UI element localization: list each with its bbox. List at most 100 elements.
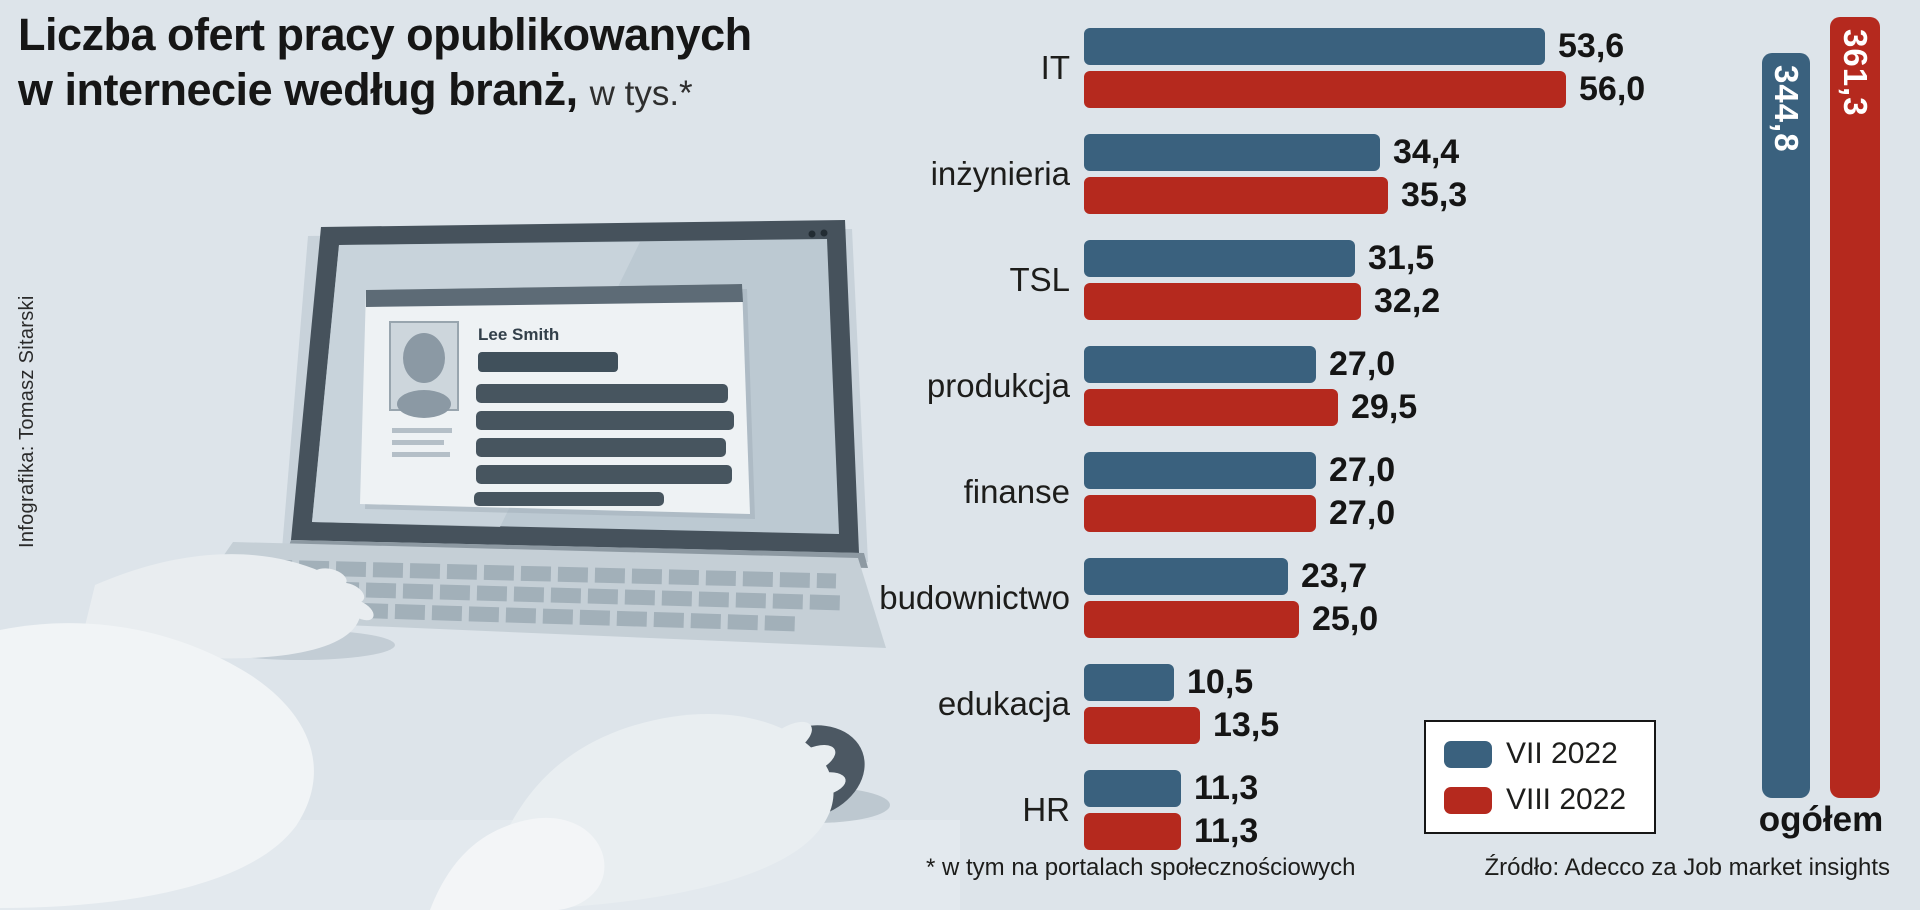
profile-shoulders xyxy=(397,390,451,418)
bar-line: 56,0 xyxy=(1084,70,1646,108)
total-bar-viii-2022: 361,3 xyxy=(1830,17,1880,798)
bar-line: 27,0 xyxy=(1084,494,1396,532)
bar-vii-2022 xyxy=(1084,134,1380,171)
title-line-1: Liczba ofert pracy opublikowanych xyxy=(18,9,752,60)
category-label: produkcja xyxy=(926,367,1070,404)
bar-vii-2022 xyxy=(1084,28,1545,65)
bar-line: 29,5 xyxy=(1084,388,1418,426)
bar-line: 32,2 xyxy=(1084,282,1441,320)
bar-line: 13,5 xyxy=(1084,706,1280,744)
bar-line: 10,5 xyxy=(1084,663,1279,701)
chart-row: TSL 31,5 32,2 xyxy=(700,239,1645,320)
category-label: IT xyxy=(1040,49,1070,86)
footnote: * w tym na portalach społecznościowych xyxy=(926,854,1356,881)
bar-line: 35,3 xyxy=(1084,176,1468,214)
total-bar-vii-2022: 344,8 xyxy=(1762,53,1810,798)
author-credit: Infografika: Tomasz Sitarski xyxy=(16,295,38,548)
finger xyxy=(788,745,836,775)
text-block xyxy=(474,492,664,506)
category-label: TSL xyxy=(1009,261,1070,298)
laptop-photo: Lee Smith xyxy=(0,220,890,910)
bar-viii-2022 xyxy=(1084,283,1361,320)
text-block xyxy=(476,438,726,457)
profile-title-bar xyxy=(478,352,618,372)
bar-viii-2022 xyxy=(1084,495,1316,532)
category-label: finanse xyxy=(963,473,1070,510)
chart-row: finanse 27,0 27,0 xyxy=(700,451,1645,532)
title-line-2: w internecie według branż, w tys.* xyxy=(18,63,752,118)
bar-line: 31,5 xyxy=(1084,239,1440,277)
shirt-cuff xyxy=(430,817,605,910)
value-label: 27,0 xyxy=(1329,451,1396,489)
text-block xyxy=(476,384,728,403)
bar-line: 25,0 xyxy=(1084,600,1379,638)
bar-vii-2022 xyxy=(1084,452,1316,489)
bar-group: 23,7 25,0 xyxy=(1084,557,1379,638)
shirt-sleeve xyxy=(0,623,314,908)
bar-line: 23,7 xyxy=(1084,557,1378,595)
camera-dot-icon xyxy=(808,230,816,238)
chart-row: edukacja 10,5 13,5 xyxy=(700,663,1645,744)
bar-group: 34,4 35,3 xyxy=(1084,133,1468,214)
finger xyxy=(333,582,365,604)
legend: VII 2022 VIII 2022 xyxy=(1424,720,1656,834)
value-label: 23,7 xyxy=(1301,557,1368,595)
value-label: 27,0 xyxy=(1329,494,1396,532)
bar-chart: IT 53,6 56,0 inżynieria 34,4 35,3 TSL 31,5 32,2 p… xyxy=(700,27,1646,850)
chart-row: budownictwo 23,7 25,0 xyxy=(700,557,1645,638)
bar-viii-2022 xyxy=(1084,177,1388,214)
left-hand xyxy=(85,554,362,659)
legend-item-vii-2022: VII 2022 xyxy=(1444,737,1654,771)
value-label: 29,5 xyxy=(1351,388,1418,426)
bar-vii-2022 xyxy=(1084,770,1181,807)
chart-row: IT 53,6 56,0 xyxy=(700,27,1646,108)
value-label: 35,3 xyxy=(1401,176,1468,214)
category-label: HR xyxy=(1022,791,1070,828)
source-credit: Źródło: Adecco za Job market insights xyxy=(1484,854,1890,881)
bar-viii-2022 xyxy=(1084,813,1181,850)
camera-dot-icon xyxy=(820,229,828,237)
value-label: 25,0 xyxy=(1312,600,1379,638)
value-label: 13,5 xyxy=(1213,706,1280,744)
bar-vii-2022 xyxy=(1084,664,1174,701)
text-line xyxy=(392,440,444,445)
chart-row: inżynieria 34,4 35,3 xyxy=(700,133,1645,214)
totals-axis-label: ogółem xyxy=(1758,800,1884,839)
category-label: budownictwo xyxy=(879,579,1070,616)
bar-vii-2022 xyxy=(1084,558,1288,595)
legend-label: VII 2022 xyxy=(1506,737,1618,770)
bar-viii-2022 xyxy=(1084,389,1338,426)
finger xyxy=(764,721,812,759)
total-value-vii-2022: 344,8 xyxy=(1768,65,1805,153)
text-line xyxy=(392,428,452,433)
finger xyxy=(313,568,347,588)
bar-viii-2022 xyxy=(1084,707,1200,744)
profile-head xyxy=(403,333,445,383)
value-label: 34,4 xyxy=(1393,133,1460,171)
bar-line: 27,0 xyxy=(1084,451,1396,489)
finger xyxy=(802,772,846,796)
title-unit-suffix: w tys.* xyxy=(589,73,693,113)
value-label: 11,3 xyxy=(1194,769,1259,807)
category-label: inżynieria xyxy=(930,155,1070,192)
bar-viii-2022 xyxy=(1084,71,1566,108)
legend-item-viii-2022: VIII 2022 xyxy=(1444,783,1654,817)
bar-line: 53,6 xyxy=(1084,27,1645,65)
value-label: 27,0 xyxy=(1329,345,1396,383)
bar-line: 27,0 xyxy=(1084,345,1417,383)
text-block xyxy=(476,465,732,484)
value-label: 32,2 xyxy=(1374,282,1441,320)
text-block xyxy=(476,411,734,430)
bar-line: 11,3 xyxy=(1084,769,1259,807)
bar-viii-2022 xyxy=(1084,601,1299,638)
chart-row: HR 11,3 11,3 xyxy=(700,769,1645,850)
category-label: edukacja xyxy=(937,685,1070,722)
value-label: 56,0 xyxy=(1579,70,1646,108)
bar-line: 34,4 xyxy=(1084,133,1467,171)
legend-label: VIII 2022 xyxy=(1506,783,1627,816)
bar-group: 11,3 11,3 xyxy=(1084,769,1259,850)
bar-group: 27,0 29,5 xyxy=(1084,345,1418,426)
total-value-viii-2022: 361,3 xyxy=(1837,29,1874,117)
bar-line: 11,3 xyxy=(1084,812,1258,850)
